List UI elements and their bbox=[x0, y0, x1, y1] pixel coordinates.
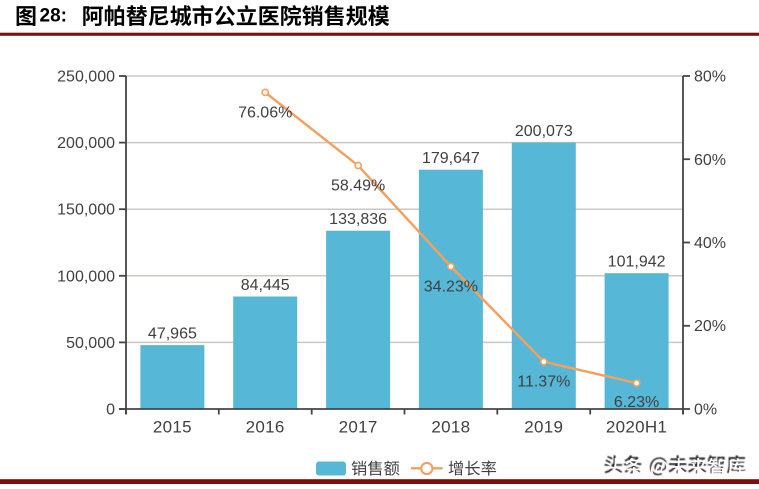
svg-text:200,000: 200,000 bbox=[57, 135, 115, 152]
svg-text:28:: 28: bbox=[40, 6, 67, 27]
svg-text:47,965: 47,965 bbox=[148, 326, 197, 343]
svg-text:60%: 60% bbox=[694, 152, 726, 169]
svg-text:133,836: 133,836 bbox=[329, 211, 387, 228]
svg-text:179,647: 179,647 bbox=[422, 150, 480, 167]
svg-text:2017: 2017 bbox=[339, 418, 378, 437]
svg-text:20%: 20% bbox=[694, 318, 726, 335]
svg-text:6.23%: 6.23% bbox=[614, 394, 659, 411]
svg-text:250,000: 250,000 bbox=[57, 69, 115, 86]
svg-text:2016: 2016 bbox=[246, 418, 285, 437]
svg-text:50,000: 50,000 bbox=[66, 335, 115, 352]
svg-text:40%: 40% bbox=[694, 235, 726, 252]
svg-text:2018: 2018 bbox=[431, 418, 470, 437]
svg-text:76.06%: 76.06% bbox=[238, 104, 292, 121]
svg-text:2019: 2019 bbox=[524, 418, 563, 437]
svg-text:100,000: 100,000 bbox=[57, 268, 115, 285]
svg-text:0%: 0% bbox=[694, 402, 717, 419]
svg-text:58.49%: 58.49% bbox=[331, 178, 385, 195]
svg-text:0: 0 bbox=[106, 402, 115, 419]
svg-text:101,942: 101,942 bbox=[608, 254, 666, 271]
svg-text:11.37%: 11.37% bbox=[517, 374, 570, 391]
svg-text:34.23%: 34.23% bbox=[424, 279, 478, 296]
svg-text:200,073: 200,073 bbox=[515, 123, 573, 140]
svg-text:2015: 2015 bbox=[153, 418, 192, 437]
svg-text:80%: 80% bbox=[694, 69, 726, 86]
svg-text:150,000: 150,000 bbox=[57, 202, 115, 219]
svg-text:84,445: 84,445 bbox=[241, 277, 290, 294]
svg-text:2020H1: 2020H1 bbox=[606, 418, 667, 437]
